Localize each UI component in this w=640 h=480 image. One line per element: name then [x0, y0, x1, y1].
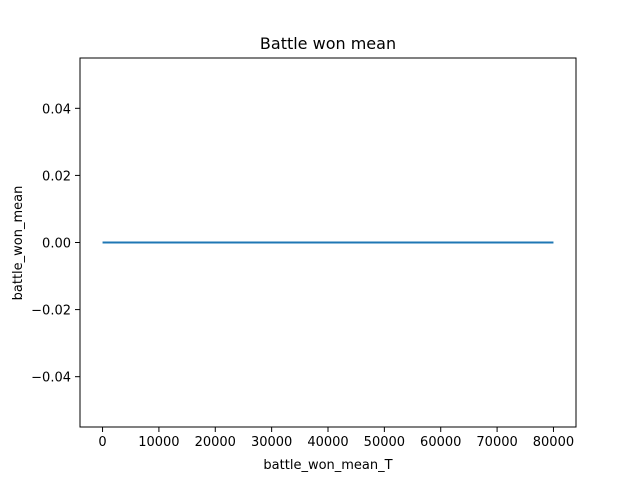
x-tick-label: 20000 — [195, 435, 236, 450]
y-tick-label: −0.02 — [31, 304, 71, 319]
x-tick-label: 60000 — [420, 435, 461, 450]
x-tick-label: 30000 — [251, 435, 292, 450]
chart-title: Battle won mean — [260, 34, 396, 53]
y-axis-title: battle_won_mean — [11, 186, 26, 301]
x-tick-label: 10000 — [138, 435, 179, 450]
x-tick-label: 80000 — [533, 435, 574, 450]
y-tick-label: 0.04 — [42, 102, 71, 117]
x-tick-label: 70000 — [476, 435, 517, 450]
plot-area: 0 10000 20000 30000 40000 50000 60000 70000 8000… — [31, 57, 577, 450]
y-tick-label: 0.02 — [42, 169, 71, 184]
x-tick-label: 40000 — [307, 435, 348, 450]
x-tick-label: 0 — [98, 435, 106, 450]
y-tick-label: −0.04 — [31, 371, 71, 386]
y-tick-label: 0.00 — [42, 237, 71, 252]
x-axis-title: battle_won_mean_T — [263, 458, 392, 473]
x-tick-label: 50000 — [364, 435, 405, 450]
